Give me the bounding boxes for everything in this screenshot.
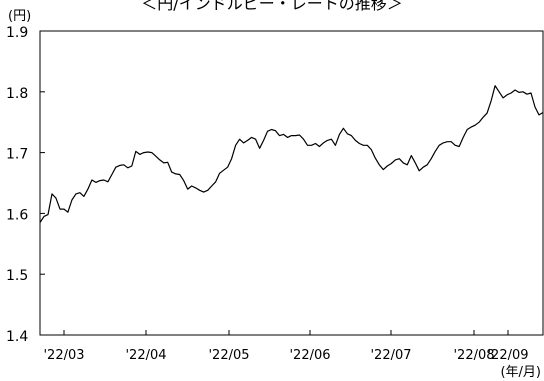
x-tick-label: '22/08 bbox=[453, 348, 494, 363]
y-tick-label: 1.6 bbox=[6, 207, 28, 223]
plot-frame bbox=[39, 30, 544, 336]
x-tick-label: '22/03 bbox=[43, 348, 84, 363]
y-tick-label: 1.5 bbox=[6, 268, 28, 284]
y-tick-label: 1.7 bbox=[6, 147, 28, 163]
x-unit-label: (年/月) bbox=[500, 365, 541, 380]
x-tick-label: '22/09 bbox=[487, 348, 528, 363]
y-unit-label: (円) bbox=[8, 9, 31, 24]
x-tick-label: '22/04 bbox=[125, 348, 166, 363]
y-tick-label: 1.8 bbox=[6, 86, 28, 102]
chart-title: ＜円/インドルピー・レートの推移＞ bbox=[141, 0, 403, 13]
y-tick-label: 1.9 bbox=[6, 25, 28, 41]
x-tick-label: '22/06 bbox=[289, 348, 330, 363]
x-tick-label: '22/05 bbox=[208, 348, 249, 363]
x-tick-label: '22/07 bbox=[370, 348, 411, 363]
y-tick-label: 1.4 bbox=[6, 329, 28, 345]
series-line bbox=[39, 85, 544, 223]
